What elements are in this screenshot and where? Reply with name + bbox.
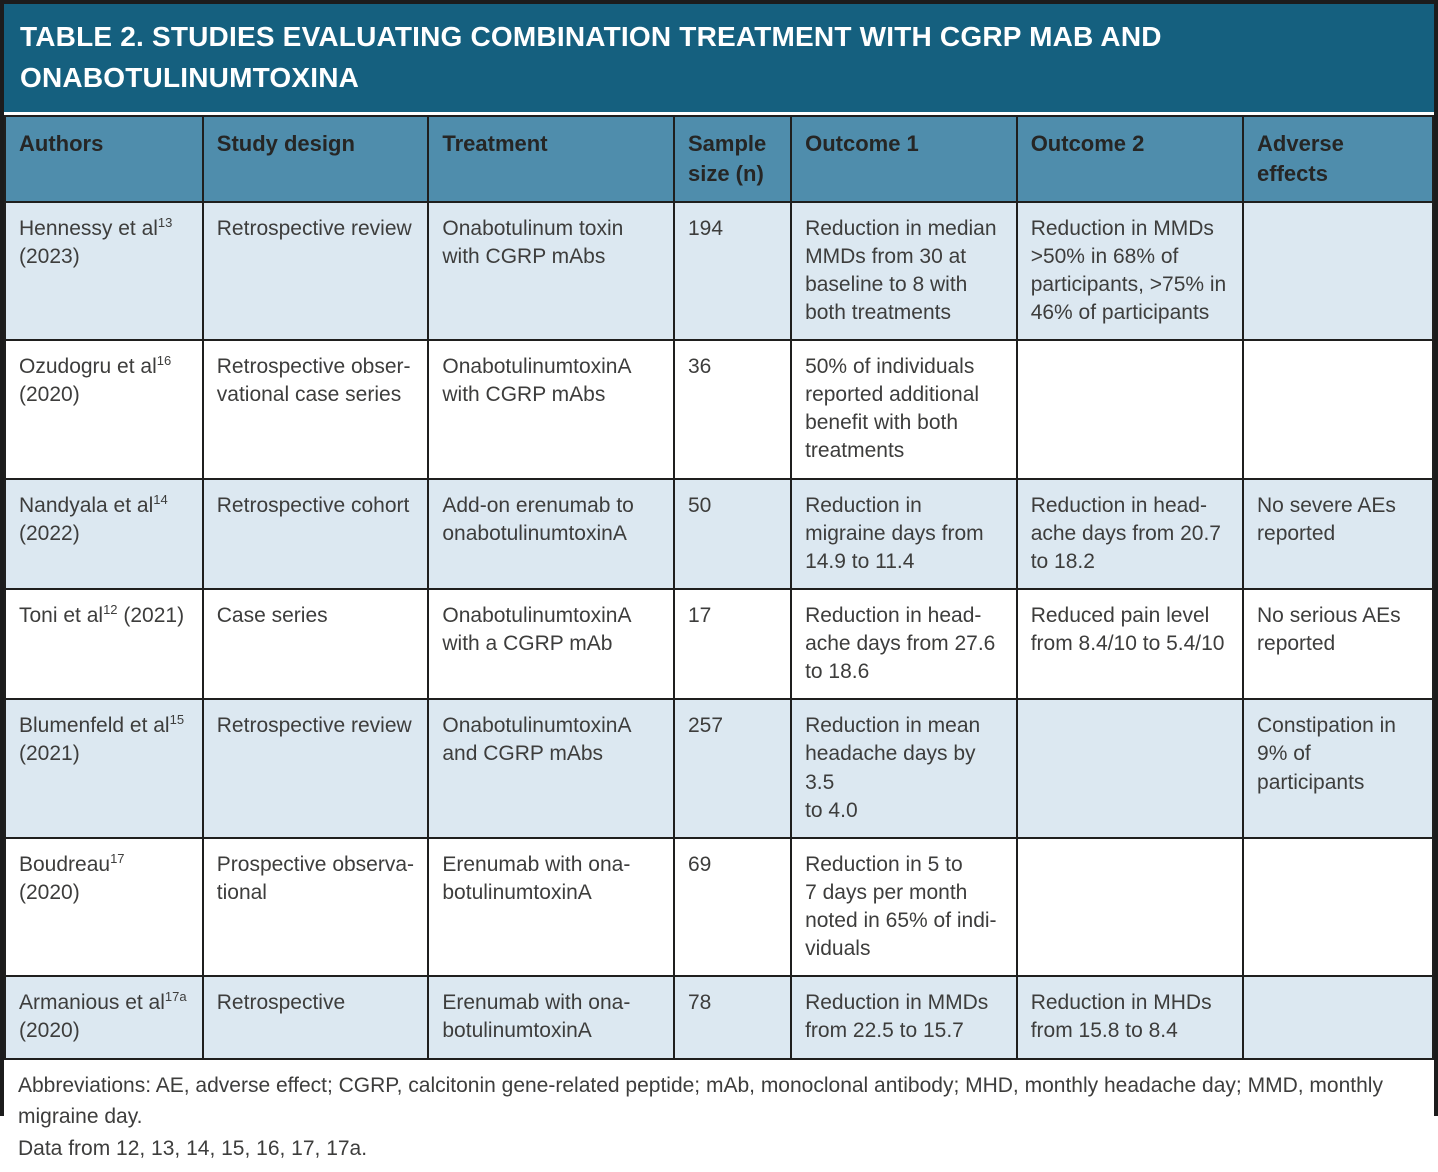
column-header-authors: Authors bbox=[4, 115, 204, 203]
cell-outcome-2 bbox=[1015, 698, 1245, 839]
data-source-note: Data from 12, 13, 14, 15, 16, 17, 17a. bbox=[18, 1136, 368, 1160]
author-name: Armanious et al bbox=[19, 991, 165, 1015]
cell-authors: Nandyala et al14 (2022) bbox=[4, 477, 204, 590]
cell-treatment: OnabotulinumtoxinA and CGRP mAbs bbox=[427, 698, 675, 839]
cell-adverse-effects: No severe AEs reported bbox=[1242, 477, 1434, 590]
cell-study-design: Retrospective review bbox=[201, 698, 430, 839]
table-header: Authors Study design Treatment Sample si… bbox=[4, 115, 1434, 203]
table-row: Toni et al12 (2021) Case series Onabotulin… bbox=[4, 587, 1434, 701]
cell-sample-size: 17 bbox=[672, 587, 793, 701]
author-reference-superscript: 15 bbox=[169, 712, 185, 728]
cell-authors: Armanious et al17a (2020) bbox=[4, 975, 204, 1060]
cell-treatment: Erenumab with ona- botulinumtoxinA bbox=[427, 836, 675, 978]
cell-outcome-1: Reduction in head- ache days from 27.6 t… bbox=[790, 587, 1018, 701]
cell-authors: Blumenfeld et al15 (2021) bbox=[4, 698, 204, 839]
cell-outcome-1: Reduction in MMDs from 22.5 to 15.7 bbox=[790, 975, 1018, 1060]
cell-adverse-effects bbox=[1242, 200, 1434, 342]
author-reference-superscript: 17a bbox=[164, 989, 187, 1005]
cell-study-design: Prospective observa- tional bbox=[201, 836, 430, 978]
cell-outcome-2 bbox=[1015, 836, 1245, 978]
cell-sample-size: 257 bbox=[672, 698, 793, 839]
author-reference-superscript: 17 bbox=[110, 850, 125, 866]
cell-outcome-1: Reduction in migraine days from 14.9 to … bbox=[790, 477, 1018, 590]
column-header-treatment: Treatment bbox=[427, 115, 675, 203]
column-header-study-design: Study design bbox=[201, 115, 430, 203]
table-row: Ozudogru et al16 (2020) Retrospective obs… bbox=[4, 339, 1434, 480]
author-name: Blumenfeld et al bbox=[19, 714, 170, 738]
cell-study-design: Retrospective obser- vational case serie… bbox=[201, 339, 430, 480]
author-year: (2020) bbox=[19, 383, 80, 407]
cell-authors: Boudreau17 (2020) bbox=[4, 836, 204, 978]
cell-adverse-effects bbox=[1242, 975, 1434, 1060]
column-header-sample-size: Sample size (n) bbox=[672, 115, 793, 203]
table-row: Nandyala et al14 (2022) Retrospective coh… bbox=[4, 477, 1434, 590]
cell-treatment: Erenumab with ona- botulinumtoxinA bbox=[427, 975, 675, 1060]
table-row: Armanious et al17a (2020) Retrospective Er… bbox=[4, 975, 1434, 1060]
cell-outcome-2: Reduction in MHDs from 15.8 to 8.4 bbox=[1015, 975, 1245, 1060]
cell-authors: Toni et al12 (2021) bbox=[4, 587, 204, 701]
cell-treatment: OnabotulinumtoxinA with CGRP mAbs bbox=[427, 339, 675, 480]
author-name: Nandyala et al bbox=[19, 493, 154, 517]
cell-sample-size: 69 bbox=[672, 836, 793, 978]
table-row: Blumenfeld et al15 (2021) Retrospective r… bbox=[4, 698, 1434, 839]
author-reference-superscript: 16 bbox=[156, 353, 172, 369]
column-header-outcome-1: Outcome 1 bbox=[790, 115, 1018, 203]
cell-outcome-1: 50% of individuals reported additional b… bbox=[790, 339, 1018, 480]
author-year: (2021) bbox=[117, 603, 185, 627]
cell-authors: Hennessy et al13 (2023) bbox=[4, 200, 204, 342]
author-year: (2023) bbox=[19, 244, 80, 268]
author-name: Boudreau bbox=[19, 852, 111, 876]
table-row: Hennessy et al13 (2023) Retrospective rev… bbox=[4, 200, 1434, 342]
cell-outcome-2: Reduction in head- ache days from 20.7 t… bbox=[1015, 477, 1245, 590]
cell-study-design: Retrospective review bbox=[201, 200, 430, 342]
cell-adverse-effects: Constipation in 9% of participants bbox=[1242, 698, 1434, 839]
cell-sample-size: 36 bbox=[672, 339, 793, 480]
cell-outcome-2 bbox=[1015, 339, 1245, 480]
author-year: (2020) bbox=[19, 880, 80, 904]
cell-treatment: Add-on erenumab to onabotulinumtoxinA bbox=[427, 477, 675, 590]
column-header-outcome-2: Outcome 2 bbox=[1015, 115, 1245, 203]
cell-treatment: Onabotulinum toxin with CGRP mAbs bbox=[427, 200, 675, 342]
author-reference-superscript: 13 bbox=[157, 214, 173, 230]
author-name: Ozudogru et al bbox=[19, 355, 157, 379]
cell-study-design: Retrospective cohort bbox=[201, 477, 430, 590]
cell-study-design: Case series bbox=[201, 587, 430, 701]
author-reference-superscript: 12 bbox=[103, 601, 118, 617]
cell-outcome-1: Reduction in mean headache days by 3.5 t… bbox=[790, 698, 1018, 839]
author-name: Hennessy et al bbox=[19, 216, 158, 240]
table-title: TABLE 2. STUDIES EVALUATING COMBINATION … bbox=[4, 4, 1434, 113]
column-header-adverse-effects: Adverse effects bbox=[1242, 115, 1434, 203]
cell-outcome-2: Reduced pain level from 8.4/10 to 5.4/10 bbox=[1015, 587, 1245, 701]
cell-outcome-2: Reduction in MMDs >50% in 68% of partici… bbox=[1015, 200, 1245, 342]
table-row: Boudreau17 (2020) Prospective observa- ti… bbox=[4, 836, 1434, 978]
author-reference-superscript: 14 bbox=[153, 491, 168, 507]
author-year: (2020) bbox=[19, 1019, 80, 1043]
cell-outcome-1: Reduction in median MMDs from 30 at base… bbox=[790, 200, 1018, 342]
cell-adverse-effects bbox=[1242, 836, 1434, 978]
cell-sample-size: 78 bbox=[672, 975, 793, 1060]
cell-study-design: Retrospective bbox=[201, 975, 430, 1060]
cell-authors: Ozudogru et al16 (2020) bbox=[4, 339, 204, 480]
cell-sample-size: 50 bbox=[672, 477, 793, 590]
author-name: Toni et al bbox=[19, 603, 104, 627]
studies-table: Authors Study design Treatment Sample si… bbox=[4, 115, 1434, 1060]
cell-outcome-1: Reduction in 5 to 7 days per month noted… bbox=[790, 836, 1018, 978]
cell-adverse-effects bbox=[1242, 339, 1434, 480]
cell-treatment: OnabotulinumtoxinA with a CGRP mAb bbox=[427, 587, 675, 701]
abbreviations-note: Abbreviations: AE, adverse effect; CGRP,… bbox=[18, 1073, 1383, 1129]
author-year: (2021) bbox=[19, 742, 80, 766]
table-body: Hennessy et al13 (2023) Retrospective rev… bbox=[4, 200, 1434, 1060]
cell-adverse-effects: No serious AEs reported bbox=[1242, 587, 1434, 701]
cell-sample-size: 194 bbox=[672, 200, 793, 342]
author-year: (2022) bbox=[19, 521, 80, 545]
